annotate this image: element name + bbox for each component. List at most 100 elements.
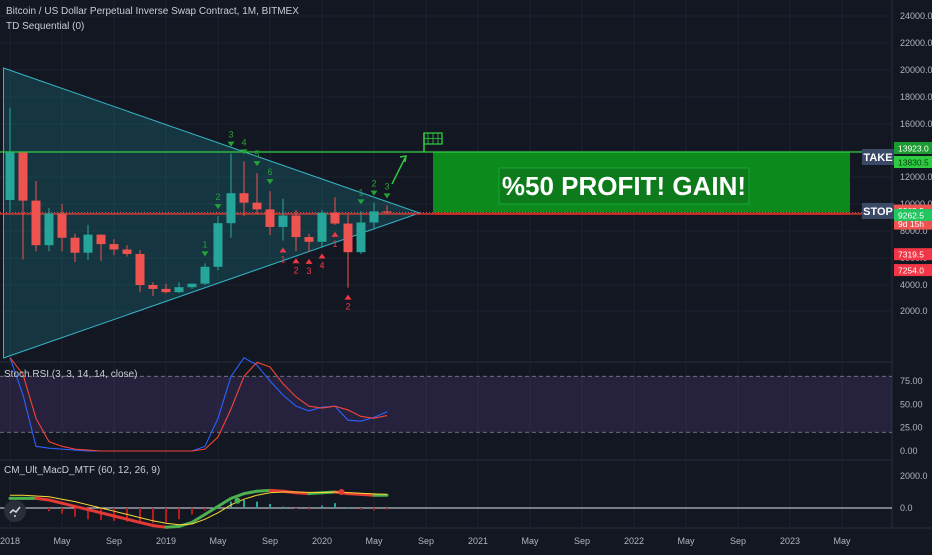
- candle[interactable]: [317, 210, 327, 247]
- candle[interactable]: [83, 224, 93, 261]
- candle[interactable]: [200, 263, 210, 285]
- y-tick-label: 8000.0: [900, 226, 928, 236]
- td-count-label: 5: [254, 149, 259, 159]
- candle[interactable]: [382, 205, 392, 214]
- candle-body: [70, 237, 80, 253]
- candle-body: [356, 222, 366, 253]
- stoch-band: [0, 376, 892, 433]
- x-tick-label: 2022: [624, 536, 644, 546]
- x-tick-label: May: [209, 536, 227, 546]
- td-down-triangle: [201, 251, 209, 257]
- candle[interactable]: [252, 173, 262, 214]
- candle[interactable]: [356, 211, 366, 254]
- candle[interactable]: [278, 198, 288, 241]
- side-label-bg: [862, 149, 894, 166]
- x-tick-label: Sep: [106, 536, 122, 546]
- td-up-triangle: [305, 258, 313, 264]
- candle-body: [174, 287, 184, 293]
- price-tag-text: 13923.0: [898, 144, 929, 154]
- macd-histogram-bar: [165, 508, 167, 523]
- macd-histogram-bar: [386, 508, 388, 510]
- td-down-triangle: [227, 141, 235, 147]
- td-down-triangle: [370, 190, 378, 196]
- candle[interactable]: [57, 204, 67, 252]
- candle-body: [317, 212, 327, 242]
- x-tick-label: 2019: [156, 536, 176, 546]
- td-up-triangle: [344, 294, 352, 300]
- candle[interactable]: [109, 239, 119, 256]
- candle-body: [382, 211, 392, 213]
- candle[interactable]: [70, 233, 80, 263]
- td-count-label: 1: [202, 239, 207, 249]
- candle[interactable]: [31, 181, 41, 252]
- candle[interactable]: [174, 282, 184, 294]
- tradingview-logo[interactable]: [4, 500, 26, 522]
- td-count-label: 4: [319, 261, 324, 271]
- td-down-triangle: [253, 161, 261, 167]
- candle[interactable]: [5, 107, 15, 213]
- candle[interactable]: [18, 152, 28, 260]
- stoch-line-d: [9, 357, 388, 452]
- td-down-triangle: [266, 179, 274, 185]
- price-tag-bg: [894, 208, 932, 221]
- candle-body: [31, 200, 41, 246]
- candle[interactable]: [44, 208, 54, 252]
- candle[interactable]: [161, 283, 171, 294]
- candle[interactable]: [187, 283, 197, 289]
- candle[interactable]: [291, 210, 301, 252]
- candle-body: [330, 212, 340, 224]
- candle-body: [187, 283, 197, 288]
- td-down-triangle: [240, 149, 248, 155]
- macd-line-segment: [138, 520, 155, 528]
- macd-histogram-bar: [191, 508, 193, 515]
- triangle-pattern: [3, 67, 422, 359]
- x-tick-label: May: [53, 536, 71, 546]
- candle[interactable]: [135, 249, 145, 293]
- macd-line-segment: [203, 504, 220, 516]
- macd-line-segment: [229, 492, 246, 500]
- candle[interactable]: [330, 197, 340, 225]
- td-count-label: 2: [215, 192, 220, 202]
- side-label-text: TAKE: [863, 152, 892, 164]
- macd-y-tick: 2000.0: [900, 471, 928, 481]
- candle[interactable]: [343, 214, 353, 288]
- candle[interactable]: [122, 245, 132, 257]
- macd-label: CM_Ult_MacD_MTF (60, 12, 26, 9): [4, 465, 161, 476]
- candle[interactable]: [148, 282, 158, 297]
- candle[interactable]: [239, 161, 249, 217]
- x-tick-label: 2023: [780, 536, 800, 546]
- macd-line-segment: [164, 524, 181, 529]
- td-count-label: 2: [345, 302, 350, 312]
- candle[interactable]: [369, 202, 379, 230]
- macd-histogram-bar: [113, 508, 115, 521]
- candle-body: [239, 193, 249, 203]
- candle[interactable]: [304, 233, 314, 252]
- candle-body: [5, 152, 15, 200]
- price-tag-text: 7254.0: [898, 266, 924, 276]
- macd-histogram-bar: [321, 505, 323, 508]
- td-count-label: 3: [228, 130, 233, 140]
- macd-histogram-bar: [74, 508, 76, 517]
- macd-histogram-bar: [295, 508, 297, 509]
- candle[interactable]: [213, 216, 223, 271]
- td-down-triangle: [357, 199, 365, 205]
- flag-cloth: [423, 132, 443, 145]
- candle[interactable]: [226, 153, 236, 238]
- low2-price-tag: 7254.0: [894, 264, 932, 277]
- candle[interactable]: [265, 191, 275, 236]
- stoch-y-tick: 50.00: [900, 399, 923, 409]
- macd-line-segment: [190, 512, 207, 524]
- take-label: TAKE: [862, 149, 894, 166]
- td-count-label: 1: [358, 187, 363, 197]
- macd-histogram-bar: [334, 503, 336, 508]
- macd-line-segment: [112, 514, 129, 521]
- macd-line-segment: [294, 491, 311, 496]
- candle[interactable]: [96, 234, 106, 261]
- macd-line-segment: [255, 488, 272, 493]
- candle-body: [83, 234, 93, 253]
- td-count-label: 4: [241, 137, 246, 147]
- stop-label: STOP: [862, 202, 894, 219]
- x-tick-label: Sep: [418, 536, 434, 546]
